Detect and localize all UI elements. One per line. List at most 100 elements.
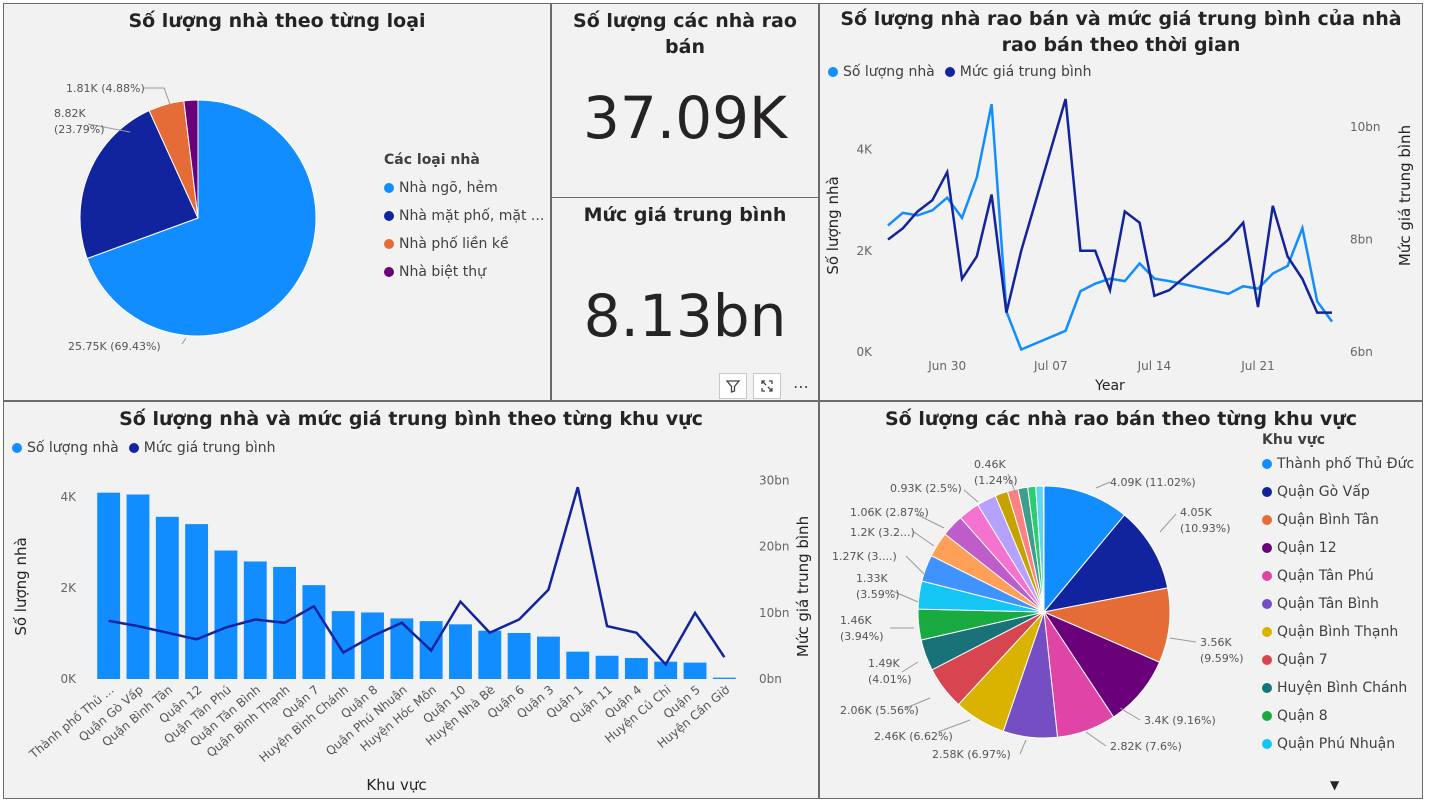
time-chart-legend: Số lượng nhà Mức giá trung bình bbox=[828, 64, 1102, 80]
region-data-label: (3.94%) bbox=[840, 630, 884, 643]
region-pie-legend-title: Khu vực bbox=[1262, 432, 1326, 448]
legend-dot-icon bbox=[1262, 599, 1272, 609]
legend-item: Nhà biệt thự bbox=[384, 258, 544, 286]
y-tick-label: 0K bbox=[856, 345, 873, 359]
legend-item: Thành phố Thủ Đức bbox=[1262, 450, 1414, 478]
legend-item: Nhà mặt phố, mặt ... bbox=[384, 202, 544, 230]
region-slice bbox=[1042, 485, 1045, 613]
legend-scroll-down-icon[interactable]: ▼ bbox=[1330, 778, 1340, 792]
region-leader-line bbox=[1085, 731, 1107, 747]
region-data-label: 1.33K bbox=[856, 572, 888, 585]
house-type-panel: Số lượng nhà theo từng loại 25.75K (69.4… bbox=[3, 3, 551, 401]
legend-label: Quận Bình Thạnh bbox=[1277, 624, 1399, 640]
region-pie-panel: Số lượng các nhà rao bán theo từng khu v… bbox=[819, 401, 1423, 799]
kpi-price-card: Mức giá trung bình 8.13bn bbox=[551, 197, 819, 401]
region-slice bbox=[1043, 485, 1126, 614]
region-data-label: 3.4K (9.16%) bbox=[1144, 714, 1216, 727]
y-tick-label: 4K bbox=[856, 143, 873, 157]
region-data-label: 1.46K bbox=[840, 614, 872, 627]
legend-label: Quận 8 bbox=[1277, 708, 1328, 724]
more-options-button[interactable]: ⋯ bbox=[793, 376, 809, 396]
region-leader-line bbox=[1119, 707, 1141, 721]
house-type-leader-line bbox=[144, 87, 171, 105]
bar bbox=[390, 618, 414, 679]
legend-label: Quận Bình Tân bbox=[1277, 512, 1379, 528]
region-leader-line bbox=[1007, 473, 1017, 495]
region-data-label: (9.59%) bbox=[1200, 652, 1244, 665]
house-type-pie-chart: 25.75K (69.43%) 8.82K (23.79%) 1.81K (4.88%… bbox=[54, 82, 317, 353]
region-slice bbox=[1042, 587, 1171, 663]
region-leader-line bbox=[913, 531, 935, 547]
filter-icon[interactable] bbox=[719, 373, 747, 399]
kpi-count-card: Số lượng các nhà rao bán 37.09K bbox=[551, 3, 819, 199]
legend-item: Quận Bình Thạnh bbox=[1262, 618, 1414, 646]
y-tick-label: 4K bbox=[60, 490, 77, 504]
legend-item-count: Số lượng nhà bbox=[12, 440, 119, 456]
house-type-data-label: 8.82K bbox=[54, 107, 86, 120]
focus-mode-icon[interactable] bbox=[753, 373, 781, 399]
x-tick-label: Jun 30 bbox=[927, 359, 966, 373]
region-pie-legend: Khu vực Thành phố Thủ Đức Quận Gò Vấp Quận… bbox=[1262, 432, 1414, 758]
legend-dot-icon bbox=[1262, 739, 1272, 749]
x-tick-label: Jul 07 bbox=[1033, 359, 1068, 373]
legend-dot-icon bbox=[1262, 487, 1272, 497]
kpi-price-value: 8.13bn bbox=[583, 282, 787, 350]
legend-dot-icon bbox=[1262, 683, 1272, 693]
legend-label: Thành phố Thủ Đức bbox=[1277, 456, 1415, 472]
legend-dot-icon bbox=[384, 267, 394, 277]
legend-dot-icon bbox=[1262, 543, 1272, 553]
region-data-label: 1.06K (2.87%) bbox=[850, 506, 929, 519]
legend-label: Huyện Bình Chánh bbox=[1277, 680, 1408, 696]
bar bbox=[683, 662, 707, 679]
region-leader-line bbox=[1159, 513, 1177, 533]
y2-tick-label: 0bn bbox=[759, 672, 782, 686]
bar bbox=[155, 516, 179, 679]
legend-dot-icon bbox=[12, 443, 22, 453]
region-pie-title: Số lượng các nhà rao bán theo từng khu v… bbox=[884, 408, 1358, 430]
house-type-leader-line bbox=[181, 337, 187, 345]
y2-tick-label: 8bn bbox=[1350, 233, 1373, 247]
legend-label: Nhà phố liền kề bbox=[399, 236, 509, 252]
house-type-leader-line bbox=[87, 123, 131, 133]
house-type-slice bbox=[79, 109, 199, 260]
y2-axis-label: Mức giá trung bình bbox=[1396, 125, 1414, 266]
region-leader-line bbox=[905, 697, 931, 709]
x-tick-label: Jul 14 bbox=[1137, 359, 1172, 373]
region-data-label: 2.58K (6.97%) bbox=[932, 748, 1011, 761]
bar bbox=[595, 655, 619, 679]
legend-item-count: Số lượng nhà bbox=[828, 64, 935, 80]
legend-item: Quận Gò Vấp bbox=[1262, 478, 1414, 506]
region-data-label: 4.05K bbox=[1180, 506, 1212, 519]
region-data-label: 0.93K (2.5%) bbox=[890, 482, 962, 495]
region-pie-chart: 4.09K (11.02%) 4.05K (10.93%) 3.56K (9.59%) 3… bbox=[832, 458, 1244, 761]
legend-dot-icon bbox=[384, 239, 394, 249]
x-axis-label: Year bbox=[1094, 378, 1125, 394]
region-leader-line bbox=[937, 719, 971, 733]
legend-dot-icon bbox=[1262, 515, 1272, 525]
y-axis-label: Số lượng nhà bbox=[12, 537, 30, 635]
series-price-line bbox=[108, 486, 726, 667]
region-bar-title: Số lượng nhà và mức giá trung bình theo … bbox=[119, 408, 703, 430]
y-tick-label: 2K bbox=[856, 244, 873, 258]
region-leader-line bbox=[905, 555, 925, 575]
legend-label: Quận 12 bbox=[1277, 540, 1337, 556]
legend-item: Quận Phú Nhuận bbox=[1262, 730, 1414, 758]
region-slice bbox=[1042, 514, 1169, 613]
legend-item: Quận Tân Bình bbox=[1262, 590, 1414, 618]
legend-item: Nhà phố liền kề bbox=[384, 230, 544, 258]
legend-item: Quận Tân Phú bbox=[1262, 562, 1414, 590]
legend-label: Nhà mặt phố, mặt ... bbox=[399, 208, 545, 224]
legend-item: Quận 8 bbox=[1262, 702, 1414, 730]
bar bbox=[654, 661, 678, 679]
house-type-slice bbox=[183, 99, 199, 219]
bar bbox=[185, 524, 209, 679]
region-data-label: 3.56K bbox=[1200, 636, 1232, 649]
bar bbox=[507, 632, 531, 679]
region-data-label: 1.49K bbox=[868, 657, 900, 670]
legend-item-price: Mức giá trung bình bbox=[944, 64, 1092, 80]
y2-tick-label: 10bn bbox=[759, 606, 790, 620]
region-data-label: 0.46K bbox=[974, 458, 1006, 471]
house-type-data-label: 1.81K (4.88%) bbox=[66, 82, 145, 95]
region-data-label: (10.93%) bbox=[1180, 522, 1231, 535]
